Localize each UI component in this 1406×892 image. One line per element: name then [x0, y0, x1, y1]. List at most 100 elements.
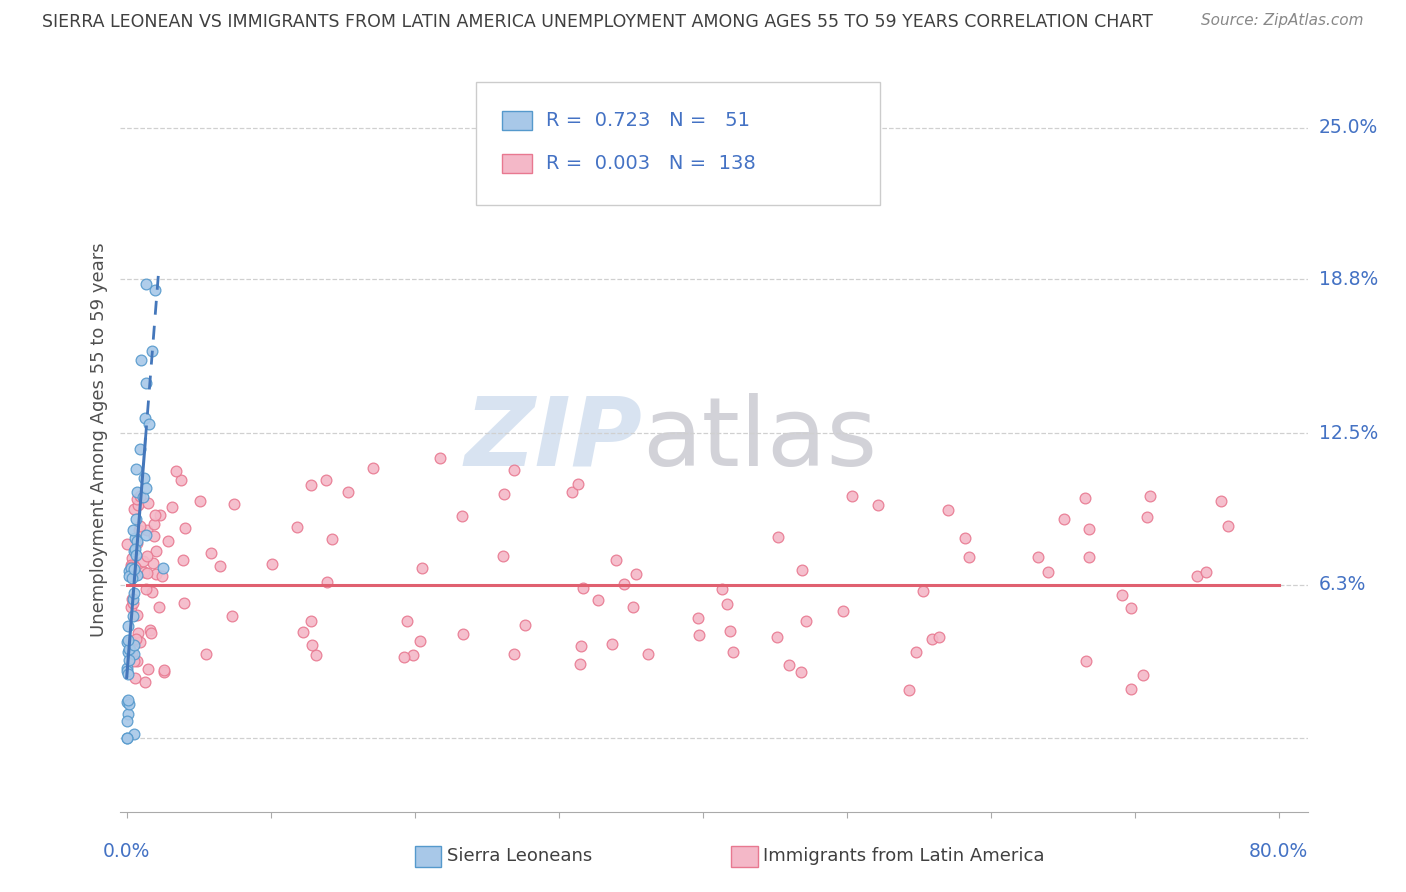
Point	[117, 537, 139, 551]
Point	[122, 609, 145, 624]
Point	[868, 498, 890, 512]
Point	[492, 487, 515, 501]
Point	[122, 654, 145, 668]
Point	[124, 532, 146, 546]
Point	[586, 592, 609, 607]
Point	[450, 509, 472, 524]
Point	[1135, 510, 1157, 524]
Point	[129, 519, 152, 533]
Point	[136, 662, 159, 676]
Point	[117, 645, 139, 659]
Point	[134, 674, 156, 689]
Point	[135, 582, 157, 597]
Point	[121, 571, 143, 585]
Text: 6.3%: 6.3%	[1319, 575, 1367, 594]
Point	[124, 647, 146, 661]
Point	[316, 575, 339, 590]
Point	[162, 500, 184, 514]
Point	[686, 611, 709, 625]
Text: 25.0%: 25.0%	[1319, 119, 1378, 137]
Point	[569, 657, 592, 671]
Point	[765, 630, 787, 644]
Point	[124, 541, 146, 556]
Point	[794, 614, 817, 628]
Point	[188, 493, 211, 508]
Point	[141, 343, 163, 358]
Point	[613, 577, 636, 591]
Point	[790, 665, 813, 679]
Point	[451, 627, 474, 641]
Point	[127, 535, 149, 549]
Point	[127, 498, 149, 512]
Point	[120, 642, 142, 657]
Point	[117, 619, 139, 633]
Point	[117, 667, 139, 681]
Point	[957, 549, 980, 564]
Point	[135, 376, 157, 390]
Point	[145, 566, 167, 581]
Point	[132, 471, 155, 485]
Point	[169, 473, 191, 487]
Point	[1078, 522, 1101, 536]
Point	[122, 524, 145, 538]
Point	[122, 592, 145, 607]
Point	[156, 533, 179, 548]
Point	[1038, 566, 1060, 580]
Point	[128, 523, 150, 537]
Point	[134, 410, 156, 425]
Point	[117, 714, 139, 729]
Point	[605, 553, 627, 567]
Point	[1185, 569, 1208, 583]
Point	[299, 614, 322, 628]
Point	[260, 558, 283, 572]
Point	[153, 665, 176, 679]
Point	[117, 694, 139, 708]
Point	[121, 592, 143, 607]
Text: 18.8%: 18.8%	[1319, 270, 1378, 289]
Point	[1209, 494, 1232, 508]
Point	[124, 512, 146, 526]
Point	[402, 648, 425, 663]
Point	[1052, 511, 1074, 525]
Point	[143, 508, 166, 523]
Point	[122, 502, 145, 516]
Point	[1026, 550, 1049, 565]
Point	[778, 657, 800, 672]
Point	[122, 586, 145, 600]
Bar	[502, 112, 531, 130]
Point	[145, 543, 167, 558]
Point	[502, 463, 524, 477]
Point	[118, 641, 141, 656]
Text: R =  0.723   N =   51: R = 0.723 N = 51	[546, 111, 749, 130]
Point	[118, 697, 141, 711]
Point	[136, 523, 159, 537]
Point	[337, 485, 360, 500]
Bar	[502, 154, 531, 173]
Point	[128, 442, 150, 457]
Point	[315, 473, 337, 487]
Point	[299, 478, 322, 492]
Text: Source: ZipAtlas.com: Source: ZipAtlas.com	[1201, 13, 1364, 29]
Point	[117, 731, 139, 746]
Point	[117, 632, 139, 647]
Text: 80.0%: 80.0%	[1249, 842, 1309, 862]
Text: Sierra Leoneans: Sierra Leoneans	[447, 847, 592, 865]
Point	[301, 638, 323, 652]
Point	[1218, 518, 1240, 533]
Point	[492, 549, 515, 564]
Point	[122, 562, 145, 576]
Point	[131, 353, 153, 368]
Point	[561, 485, 583, 500]
Point	[127, 626, 149, 640]
Point	[1111, 588, 1133, 602]
Y-axis label: Unemployment Among Ages 55 to 59 years: Unemployment Among Ages 55 to 59 years	[90, 242, 108, 637]
Point	[1119, 600, 1142, 615]
Point	[124, 671, 146, 685]
Point	[394, 650, 416, 665]
Point	[115, 635, 138, 649]
Point	[135, 528, 157, 542]
Point	[127, 492, 149, 507]
Point	[120, 559, 142, 574]
Point	[174, 521, 197, 535]
Point	[321, 532, 343, 546]
